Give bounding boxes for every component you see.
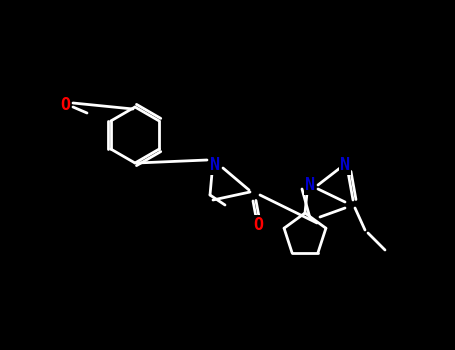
Text: N: N [210, 156, 220, 174]
Text: N: N [305, 176, 315, 194]
Text: N: N [340, 156, 350, 174]
Text: O: O [253, 216, 263, 234]
Text: O: O [60, 96, 70, 114]
